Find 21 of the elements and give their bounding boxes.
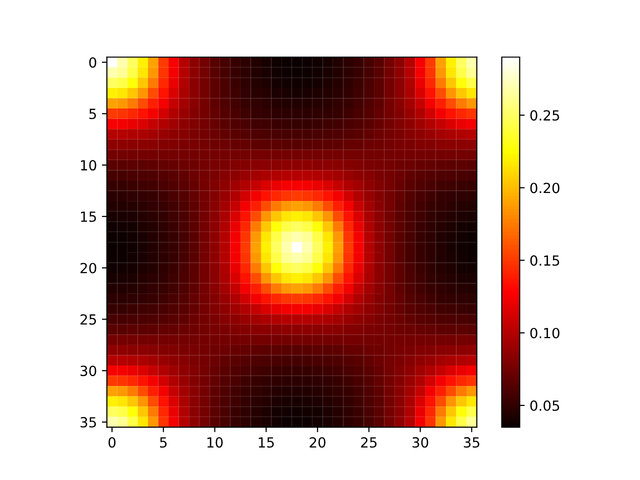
x-tick-label: 10 bbox=[207, 437, 223, 448]
x-tick-label: 30 bbox=[412, 437, 428, 448]
y-tick-label: 35 bbox=[80, 417, 96, 428]
x-tick-label: 25 bbox=[361, 437, 377, 448]
color-bar-label: 0.05 bbox=[530, 400, 560, 411]
y-tick-label: 0 bbox=[89, 57, 96, 68]
color-bar-label: 0.20 bbox=[530, 182, 560, 194]
y-tick-label: 25 bbox=[80, 314, 96, 325]
x-tick-label: 0 bbox=[108, 437, 116, 448]
x-tick-label: 20 bbox=[310, 437, 326, 448]
x-tick-label: 35 bbox=[464, 437, 480, 448]
color-bar-label: 0.25 bbox=[530, 110, 560, 121]
y-tick-label: 5 bbox=[89, 108, 96, 120]
y-tick-label: 15 bbox=[81, 212, 96, 222]
y-tick-label: 20 bbox=[80, 262, 96, 274]
y-tick-label: 30 bbox=[80, 366, 96, 376]
color-bar-label: 0.10 bbox=[530, 328, 560, 338]
x-tick-label: 5 bbox=[160, 437, 167, 448]
y-tick-label: 10 bbox=[81, 160, 96, 171]
color-bar-label: 0.15 bbox=[530, 255, 560, 266]
x-tick-label: 15 bbox=[258, 437, 274, 448]
